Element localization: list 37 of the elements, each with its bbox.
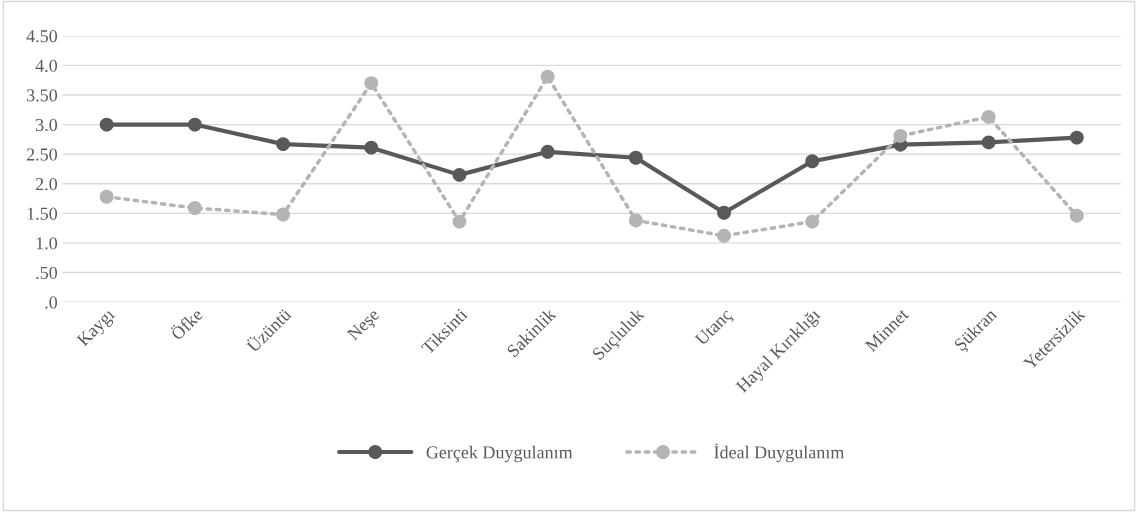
y-tick-label: 4.50 [26, 30, 58, 43]
point [187, 201, 202, 215]
point [893, 128, 908, 143]
point [187, 117, 202, 132]
y-tick-label: .50 [36, 266, 58, 280]
x-tick-label: Neşe [346, 307, 383, 344]
y-tick-label: 1.0 [36, 237, 58, 250]
point [452, 214, 467, 229]
point [717, 205, 731, 220]
point [364, 140, 379, 155]
point [628, 213, 643, 228]
y-tick-label: 2.0 [35, 178, 58, 191]
y-tick-label: 3.50 [26, 89, 58, 102]
point [276, 137, 291, 152]
point [981, 135, 996, 150]
point [1069, 208, 1084, 223]
point [364, 76, 379, 91]
point [452, 167, 467, 182]
legend-label: Gerçek Duygulanım [426, 445, 573, 463]
y-tick-label: .0 [45, 296, 58, 309]
legend-label: İdeal Duygulanım [714, 443, 845, 463]
point [1069, 130, 1084, 145]
point [805, 154, 820, 169]
y-tick-label: 4.0 [35, 59, 58, 72]
point [540, 69, 555, 84]
y-tick-label: 3.0 [36, 118, 58, 132]
point [99, 189, 114, 204]
point [276, 207, 291, 222]
y-tick-label: 2.50 [26, 148, 58, 161]
point [717, 228, 731, 243]
point [99, 117, 114, 132]
point [628, 150, 643, 165]
point [805, 214, 820, 229]
point [540, 144, 555, 159]
x-tick-label: Öfke [168, 305, 204, 341]
y-tick-label: 1.50 [27, 207, 58, 220]
point [981, 109, 996, 124]
